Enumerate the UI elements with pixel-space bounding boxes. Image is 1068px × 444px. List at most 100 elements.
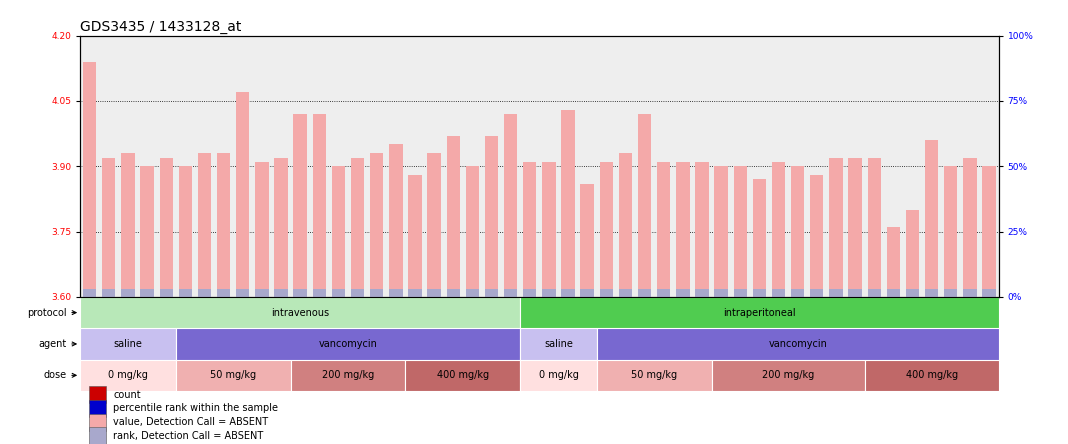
Bar [406,360,520,391]
Bar [562,289,575,297]
Bar [753,179,766,297]
Text: 400 mg/kg: 400 mg/kg [906,370,958,381]
Bar [867,289,881,297]
Bar [711,360,865,391]
Bar [599,162,613,297]
Bar [159,289,173,297]
Bar [753,289,766,297]
Bar [294,289,307,297]
Bar [714,289,727,297]
Text: 50 mg/kg: 50 mg/kg [631,370,677,381]
Bar [389,144,403,297]
Bar [520,328,597,360]
Bar [811,289,823,297]
Bar [734,166,747,297]
Bar [122,289,135,297]
Bar [332,166,345,297]
Bar [520,360,597,391]
Bar [178,166,192,297]
Bar [217,289,231,297]
Bar [351,289,364,297]
Bar [543,162,555,297]
Bar [198,289,211,297]
Text: agent: agent [38,339,66,349]
Bar [581,184,594,297]
Bar [772,289,785,297]
Bar [408,175,422,297]
Bar [313,289,326,297]
Bar [370,289,383,297]
Bar [427,289,441,297]
Bar [274,158,287,297]
Bar [236,289,250,297]
Bar [351,158,364,297]
Bar [714,166,727,297]
Bar [848,158,862,297]
Bar [255,289,268,297]
Bar [140,289,154,297]
Bar [983,289,995,297]
Bar [638,114,651,297]
Bar [427,153,441,297]
Text: intraperitoneal: intraperitoneal [723,308,796,317]
Bar [543,289,555,297]
Bar [504,289,517,297]
Bar [520,297,999,328]
Text: protocol: protocol [27,308,66,317]
Text: intravenous: intravenous [271,308,329,317]
Text: percentile rank within the sample: percentile rank within the sample [113,404,278,413]
Bar [236,92,250,297]
Text: dose: dose [43,370,66,381]
Text: rank, Detection Call = ABSENT: rank, Detection Call = ABSENT [113,431,264,441]
Text: GDS3435 / 1433128_at: GDS3435 / 1433128_at [80,20,241,35]
Bar [485,136,498,297]
Bar [772,162,785,297]
Bar [80,328,176,360]
Bar [274,289,287,297]
Bar [294,114,307,297]
Bar [695,289,709,297]
Bar [867,158,881,297]
Bar [176,360,290,391]
Bar [466,289,480,297]
Text: saline: saline [544,339,572,349]
Bar [597,360,711,391]
Bar [562,110,575,297]
Bar [963,158,976,297]
Bar [90,427,106,444]
Bar [657,289,671,297]
Bar [80,360,176,391]
Text: 50 mg/kg: 50 mg/kg [210,370,256,381]
Bar [103,289,115,297]
Bar [466,166,480,297]
Bar [657,162,671,297]
Bar [332,289,345,297]
Text: saline: saline [113,339,142,349]
Bar [122,153,135,297]
Bar [446,136,460,297]
Bar [695,162,709,297]
Bar [83,62,96,297]
Bar [925,140,939,297]
Bar [255,162,268,297]
Text: 0 mg/kg: 0 mg/kg [108,370,147,381]
Bar [176,328,520,360]
Text: 200 mg/kg: 200 mg/kg [321,370,374,381]
Text: 0 mg/kg: 0 mg/kg [538,370,579,381]
Bar [811,175,823,297]
Bar [80,297,520,328]
Bar [90,386,106,404]
Bar [791,166,804,297]
Bar [408,289,422,297]
Bar [504,114,517,297]
Bar [886,289,900,297]
Bar [313,114,326,297]
Text: vancomycin: vancomycin [768,339,827,349]
Bar [90,414,106,431]
Bar [944,289,957,297]
Bar [638,289,651,297]
Bar [829,158,843,297]
Bar [370,153,383,297]
Text: 200 mg/kg: 200 mg/kg [761,370,814,381]
Bar [597,328,999,360]
